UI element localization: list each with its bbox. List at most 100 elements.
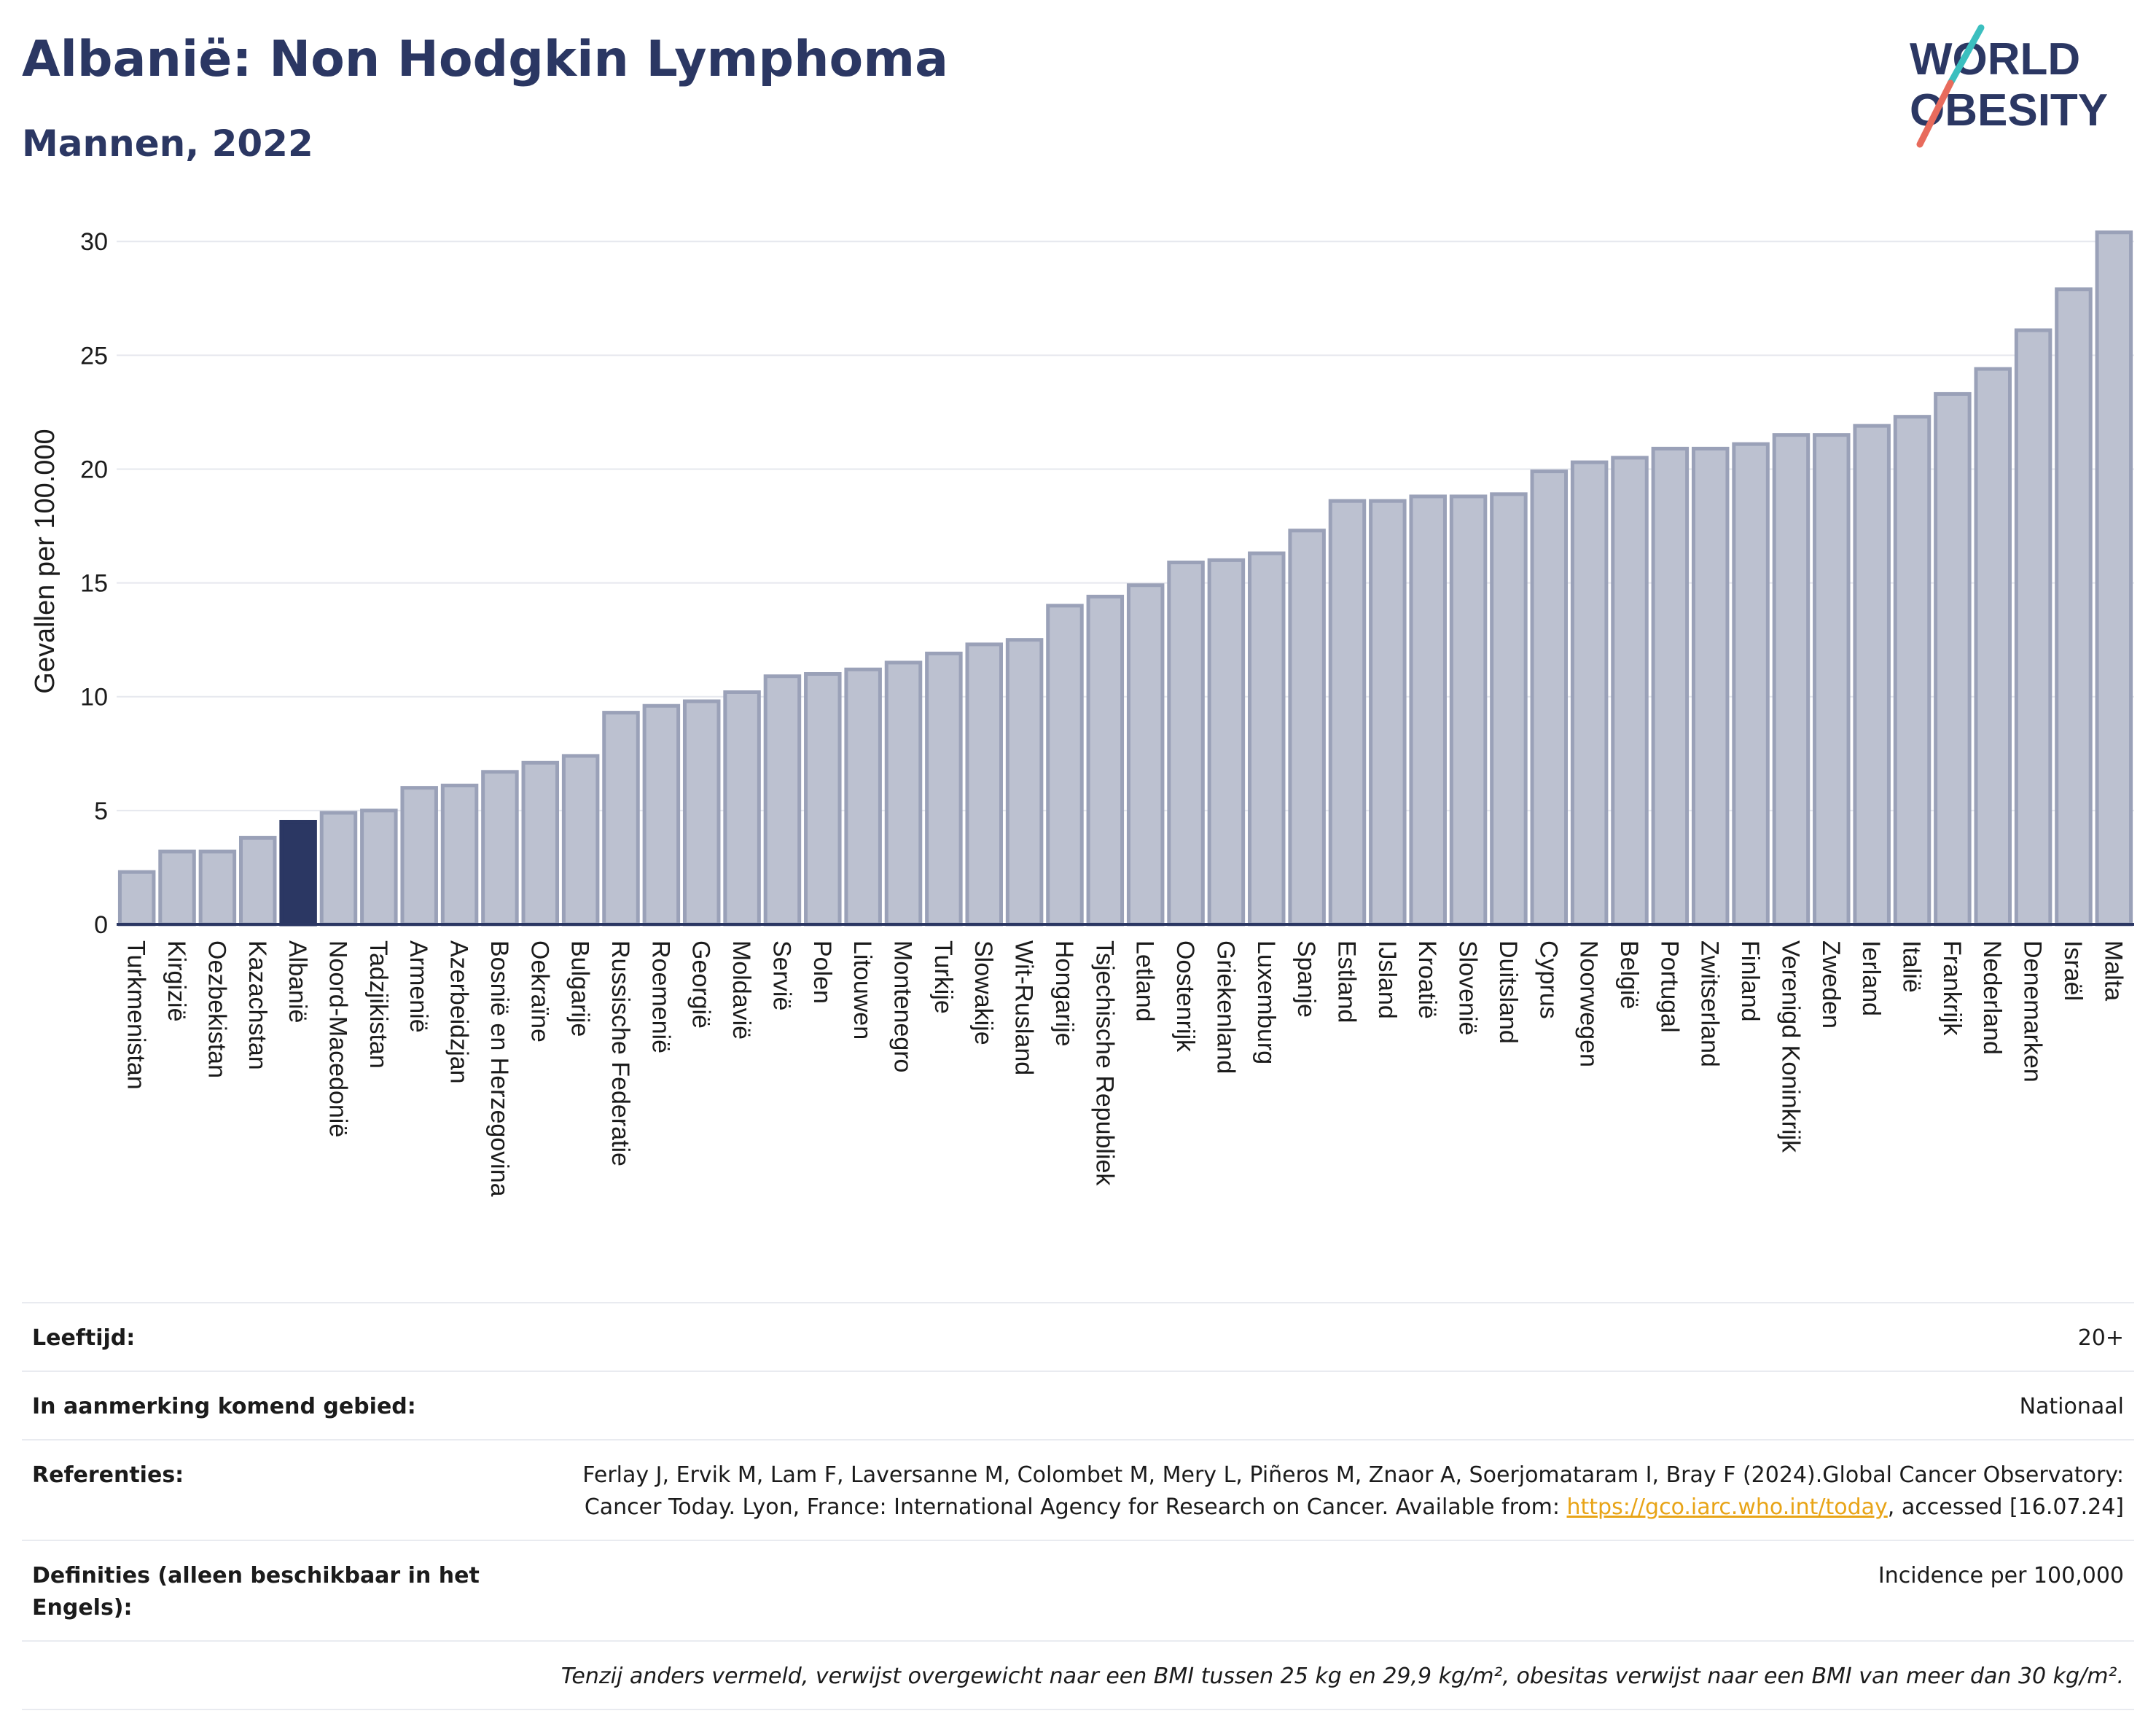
- bar-oostenrijk: [1167, 561, 1205, 927]
- y-tick-label: 25: [80, 342, 108, 370]
- bar-frankrijk: [1934, 391, 1972, 927]
- bar-spanje: [1288, 529, 1326, 927]
- bar-noord-macedoni-: [319, 811, 358, 927]
- y-tick-label: 20: [80, 456, 108, 483]
- bar-tsjechische-republiek: [1086, 594, 1125, 927]
- bar-ijsland: [1369, 499, 1407, 927]
- x-tick-label: Noord-Macedonië: [324, 940, 351, 1137]
- x-tick-label: Litouwen: [848, 940, 876, 1040]
- x-tick-label: Denemarken: [2019, 940, 2047, 1083]
- x-tick-label: Servië: [768, 940, 795, 1010]
- x-tick-label: Noorwegen: [1575, 940, 1603, 1067]
- x-tick-label: Kirgizië: [163, 940, 190, 1021]
- svg-text:WORLD: WORLD: [1910, 34, 2080, 85]
- x-tick-label: Griekenland: [1211, 940, 1239, 1074]
- bar-turkmenistan: [117, 870, 156, 927]
- x-tick-label: Montenegro: [889, 940, 917, 1072]
- info-row-area: In aanmerking komend gebied: Nationaal: [22, 1371, 2134, 1439]
- bar-bulgarije: [561, 754, 600, 927]
- y-tick-label: 5: [94, 798, 108, 825]
- definitions-label: Definities (alleen beschikbaar in het En…: [32, 1563, 480, 1621]
- bar-griekenland: [1207, 558, 1246, 927]
- bar-portugal: [1651, 446, 1690, 927]
- x-tick-label: Georgië: [687, 940, 715, 1029]
- bar-montenegro: [884, 660, 923, 927]
- bar-slowakije: [965, 642, 1003, 927]
- x-tick-label: Armenië: [405, 940, 432, 1033]
- x-tick-label: Italië: [1898, 940, 1926, 993]
- world-obesity-logo: WORLD OBESITY: [1910, 24, 2108, 148]
- bar-kirgizi-: [158, 849, 196, 927]
- x-tick-label: Roemenië: [647, 940, 674, 1053]
- bar-sloveni-: [1449, 494, 1488, 927]
- bar-azerbeidzjan: [440, 784, 479, 927]
- x-tick-label: Russische Federatie: [606, 940, 634, 1166]
- x-tick-label: Malta: [2099, 940, 2127, 1001]
- x-tick-label: Verenigd Koninkrijk: [1776, 940, 1804, 1153]
- x-tick-label: Turkmenistan: [122, 940, 150, 1090]
- x-tick-label: Estland: [1332, 940, 1360, 1023]
- x-tick-label: Tsjechische Republiek: [1090, 940, 1118, 1186]
- x-tick-label: Moldavië: [727, 940, 755, 1040]
- x-tick-label: IJsland: [1373, 940, 1401, 1019]
- x-tick-label: Hongarije: [1050, 940, 1078, 1047]
- bar-nederland: [1974, 367, 2012, 927]
- bar-chart: 0 5 10 15 20 25 30 Turkmenistan Kirgizië Oezbeki…: [30, 228, 2134, 1197]
- x-tick-label: Wit-Rusland: [1010, 940, 1038, 1075]
- bar-letland: [1126, 583, 1165, 927]
- bar-servi-: [763, 674, 802, 927]
- x-tick-label: Bulgarije: [566, 940, 594, 1037]
- x-tick-labels: Turkmenistan Kirgizië Oezbekistan Kazachsta…: [122, 940, 2128, 1197]
- bar-armeni-: [400, 786, 438, 927]
- references-tail: , accessed [16.07.24]: [1887, 1494, 2124, 1520]
- x-tick-label: Ierland: [1857, 940, 1885, 1016]
- y-axis-label: Gevallen per 100.000: [30, 429, 60, 693]
- x-tick-label: Oekraïne: [526, 940, 553, 1042]
- bar-albani-: [279, 819, 317, 927]
- bar-kazachstan: [239, 835, 277, 927]
- x-tick-label: Letland: [1131, 940, 1159, 1022]
- definitions-value: Incidence per 100,000: [1878, 1563, 2124, 1588]
- bar-itali-: [1893, 415, 1932, 927]
- x-tick-label: Portugal: [1655, 940, 1683, 1033]
- bar-zweden: [1813, 433, 1851, 927]
- x-tick-label: Spanje: [1292, 940, 1320, 1018]
- x-tick-label: Oostenrijk: [1171, 940, 1199, 1053]
- x-tick-label: Oezbekistan: [203, 940, 230, 1078]
- info-table: Leeftijd: 20+ In aanmerking komend gebie…: [22, 1302, 2134, 1710]
- bar-roemeni-: [642, 703, 681, 927]
- references-text: Ferlay J, Ervik M, Lam F, Laversanne M, …: [582, 1462, 2124, 1520]
- x-tick-label: Zweden: [1817, 940, 1845, 1029]
- bar-noorwegen: [1570, 460, 1609, 927]
- y-tick-label: 15: [80, 570, 108, 598]
- x-tick-label: Azerbeidzjan: [445, 940, 473, 1084]
- area-value: Nationaal: [2019, 1394, 2124, 1419]
- bar-estland: [1328, 499, 1367, 927]
- bar-litouwen: [844, 667, 882, 927]
- bar-malta: [2095, 230, 2133, 927]
- info-row-footnote: Tenzij anders vermeld, verwijst overgewi…: [22, 1640, 2134, 1710]
- bar-polen: [804, 672, 842, 927]
- footnote: Tenzij anders vermeld, verwijst overgewi…: [561, 1664, 2124, 1689]
- x-tick-label: Cyprus: [1534, 940, 1562, 1019]
- info-row-age: Leeftijd: 20+: [22, 1302, 2134, 1371]
- bar-verenigd-koninkrijk: [1772, 433, 1811, 927]
- x-tick-label: Albanië: [284, 940, 311, 1023]
- references-link[interactable]: https://gco.iarc.who.int/today: [1566, 1494, 1888, 1520]
- bar-ierland: [1853, 424, 1891, 927]
- x-tick-label: Finland: [1736, 940, 1764, 1022]
- references-value: Ferlay J, Ervik M, Lam F, Laversanne M, …: [557, 1459, 2124, 1524]
- info-row-references: Referenties: Ferlay J, Ervik M, Lam F, L…: [22, 1439, 2134, 1540]
- bar-belgi-: [1611, 456, 1649, 927]
- area-label: In aanmerking komend gebied:: [32, 1394, 416, 1419]
- bar-tadzjikistan: [360, 808, 398, 927]
- bar-kroati-: [1409, 494, 1447, 927]
- bar-duitsland: [1490, 492, 1528, 927]
- bar-hongarije: [1046, 604, 1084, 927]
- bar-luxemburg: [1248, 551, 1286, 927]
- x-tick-label: Bosnië en Herzegovina: [485, 940, 513, 1197]
- x-tick-label: Kazachstan: [243, 940, 271, 1070]
- x-tick-label: Polen: [808, 940, 836, 1004]
- x-tick-label: Nederland: [1978, 940, 2006, 1055]
- x-tick-label: Zwitserland: [1696, 940, 1724, 1067]
